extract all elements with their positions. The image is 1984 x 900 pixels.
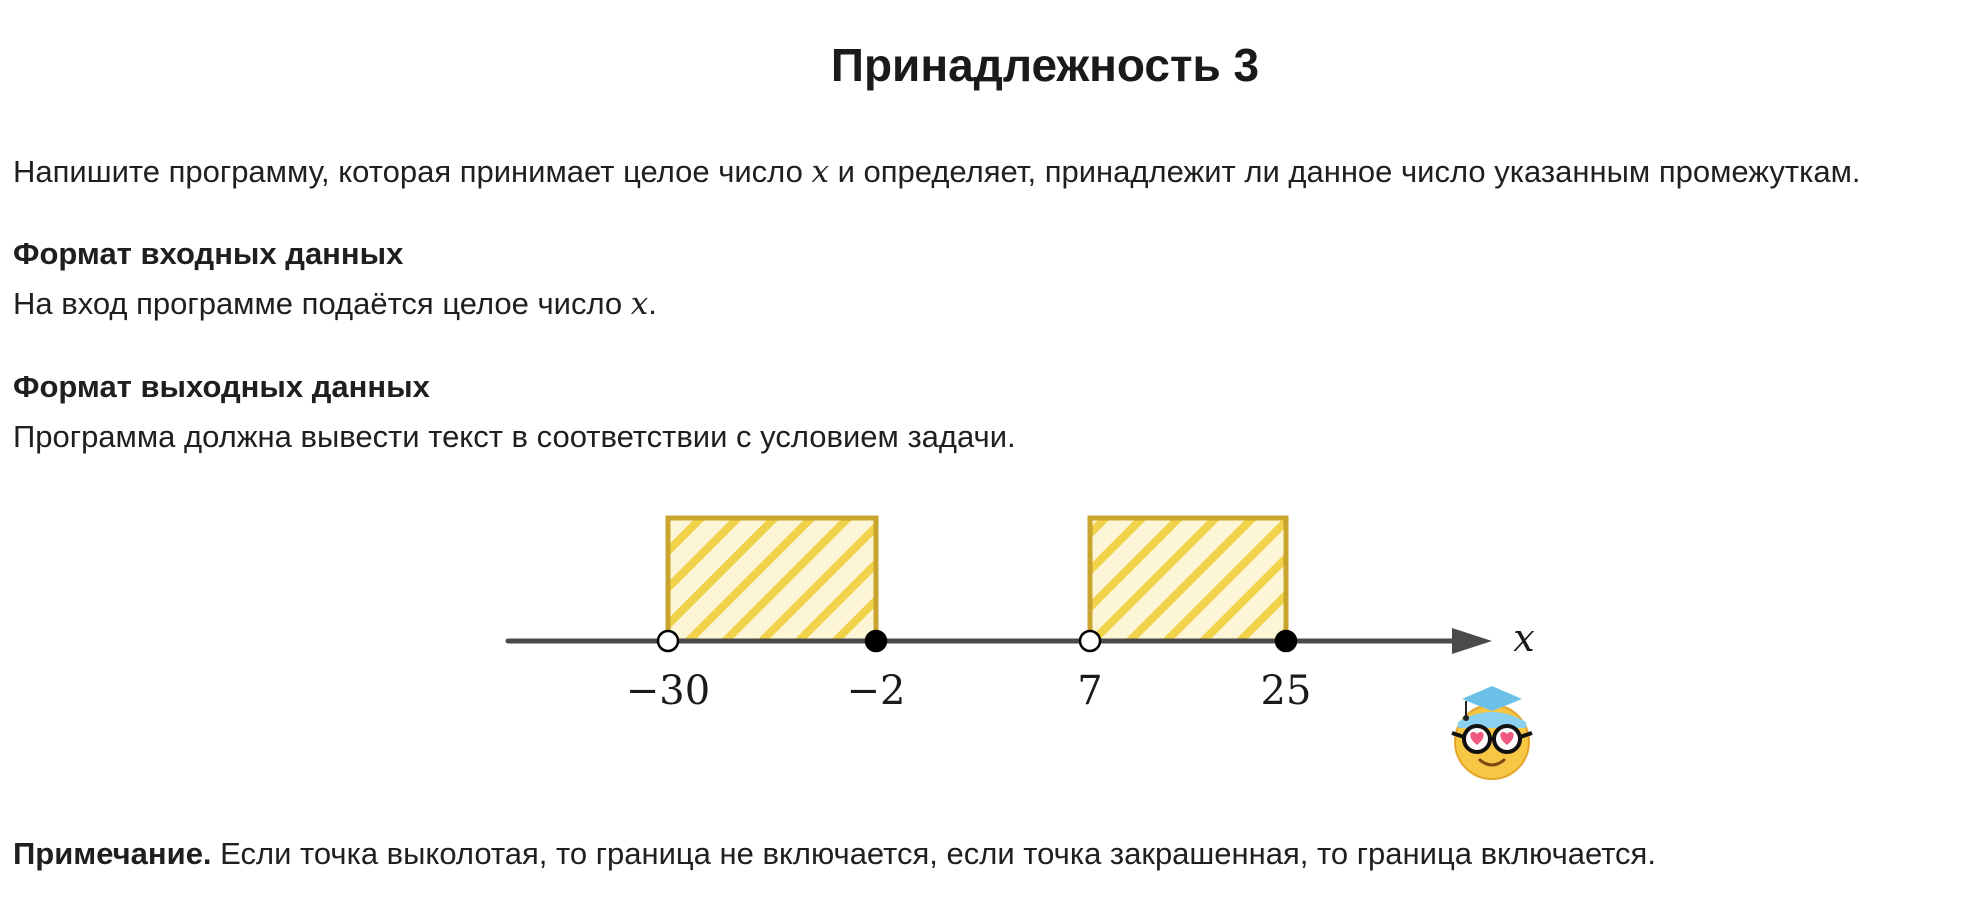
input-format-text: На вход программе подаётся целое число x… xyxy=(13,284,657,324)
interval-shading-2 xyxy=(1087,515,1289,644)
open-endpoint-1-left xyxy=(656,629,680,653)
problem-statement: Напишите программу, которая принимает це… xyxy=(13,152,1861,192)
tick-label: −2 xyxy=(847,668,906,714)
note: Примечание. Если точка выколотая, то гра… xyxy=(13,834,1656,874)
input-format-heading: Формат входных данных xyxy=(13,236,404,271)
output-format-heading: Формат выходных данных xyxy=(13,369,430,404)
open-endpoint-2-left xyxy=(1078,629,1102,653)
axis-label: x xyxy=(1513,616,1534,660)
tick-label: 25 xyxy=(1261,668,1312,714)
interval-endpoints xyxy=(656,629,1298,653)
interval-shading-1 xyxy=(665,515,879,644)
note-text: Если точка выколотая, то граница не вклю… xyxy=(211,836,1656,871)
closed-endpoint-1-right xyxy=(864,629,888,653)
axis-arrow-icon xyxy=(1452,628,1492,654)
statement-text-2: и определяет, принадлежит ли данное числ… xyxy=(828,154,1861,189)
note-label: Примечание. xyxy=(13,836,212,871)
nerd-mascot-icon xyxy=(1451,686,1533,780)
shaded-regions xyxy=(665,515,1289,644)
closed-endpoint-2-right xyxy=(1274,629,1298,653)
tick-labels: −30 −2 7 25 xyxy=(626,668,1312,714)
tick-label: 7 xyxy=(1077,668,1102,714)
statement-text-1: Напишите программу, которая принимает це… xyxy=(13,154,812,189)
variable-x: x xyxy=(811,154,829,190)
tick-label: −30 xyxy=(626,668,710,714)
input-variable-x: x xyxy=(630,286,649,322)
input-text-2: . xyxy=(648,286,657,321)
output-format-text: Программа должна вывести текст в соответ… xyxy=(13,419,1016,454)
page-title: Принадлежность 3 xyxy=(830,39,1260,91)
input-text-1: На вход программе подаётся целое число xyxy=(13,286,631,321)
